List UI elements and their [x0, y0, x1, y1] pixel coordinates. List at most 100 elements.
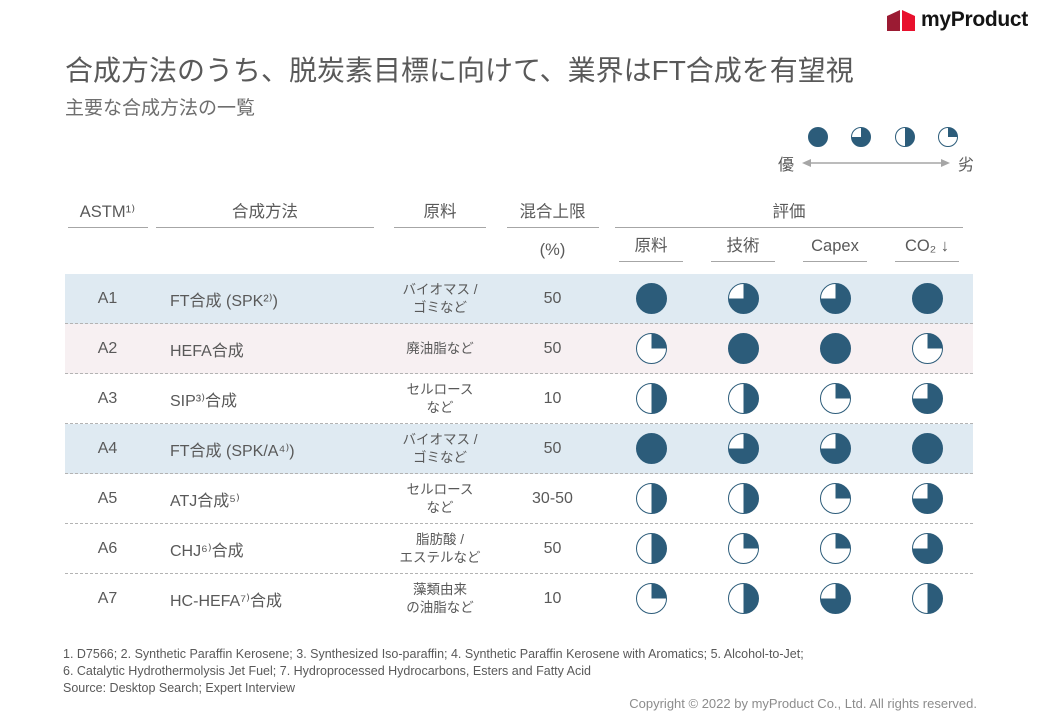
- logo: myProduct: [886, 8, 1028, 32]
- blend-limit-value: 50: [543, 339, 562, 357]
- page-title: 合成方法のうち、脱炭素目標に向けて、業界はFT合成を有望視: [65, 55, 854, 86]
- method-name: FT合成 (SPK/A⁴⁾): [170, 442, 295, 460]
- harvey-ball: [635, 583, 667, 614]
- harvey-ball-cell: [881, 583, 973, 614]
- method-name: SIP³⁾合成: [170, 392, 238, 410]
- harvey-ball: [635, 283, 667, 314]
- footnote-line: 1. D7566; 2. Synthetic Paraffin Kerosene…: [63, 647, 804, 661]
- harvey-ball-cell: [605, 283, 697, 314]
- rating-legend: 優 劣: [778, 127, 974, 175]
- astm-id: A4: [97, 439, 118, 457]
- harvey-ball-cell: [697, 433, 789, 464]
- method-name: CHJ⁶⁾合成: [170, 542, 244, 560]
- harvey-ball-cell: [697, 333, 789, 364]
- harvey-ball: [727, 283, 759, 314]
- table-row: A3 SIP³⁾合成 セルロース など 10: [65, 374, 973, 424]
- col-header-evaluation: 評価: [615, 198, 963, 228]
- harvey-ball-cell: [789, 433, 881, 464]
- page-subtitle: 主要な合成方法の一覧: [65, 97, 256, 119]
- harvey-ball-cell: [881, 283, 973, 314]
- col-header-feedstock: 原料: [394, 198, 486, 228]
- table-row: A5 ATJ合成⁵⁾ セルロース など 30-50: [65, 474, 973, 524]
- blend-limit-value: 50: [543, 439, 562, 457]
- logo-mark-icon: [886, 8, 916, 32]
- harvey-ball: [911, 383, 943, 414]
- harvey-ball-cell: [605, 533, 697, 564]
- harvey-ball-cell: [605, 333, 697, 364]
- harvey-ball: [727, 433, 759, 464]
- feedstock-value: セルロース など: [406, 381, 474, 415]
- harvey-ball-cell: [881, 433, 973, 464]
- blend-limit-value: 30-50: [532, 489, 573, 507]
- harvey-ball: [727, 383, 759, 414]
- table-row: A6 CHJ⁶⁾合成 脂肪酸 / エステルなど 50: [65, 524, 973, 574]
- footnote-line: 6. Catalytic Hydrothermolysis Jet Fuel; …: [63, 663, 591, 678]
- harvey-ball-cell: [789, 283, 881, 314]
- feedstock-value: バイオマス / ゴミなど: [402, 431, 478, 465]
- legend-best-label: 優: [777, 157, 794, 174]
- table-row: A2 HEFA合成 廃油脂など 50: [65, 324, 973, 374]
- harvey-ball-cell: [697, 283, 789, 314]
- col-header-method: 合成方法: [156, 198, 374, 228]
- eval-header-technology: 技術: [711, 232, 775, 262]
- feedstock-value: 藻類由来 の油脂など: [406, 581, 474, 615]
- method-name: HEFA合成: [170, 342, 244, 360]
- eval-header-co2: CO₂ ↓: [895, 237, 959, 262]
- harvey-ball: [911, 433, 943, 464]
- harvey-ball-cell: [881, 333, 973, 364]
- harvey-ball: [819, 383, 851, 414]
- harvey-ball-cell: [789, 333, 881, 364]
- harvey-ball-cell: [881, 483, 973, 514]
- legend-worst-label: 劣: [957, 157, 974, 174]
- copyright: Copyright © 2022 by myProduct Co., Ltd. …: [629, 696, 977, 711]
- blend-limit-value: 10: [543, 389, 562, 407]
- blend-limit-value: 50: [543, 289, 562, 307]
- source-line: Source: Desktop Search; Expert Interview: [63, 680, 296, 695]
- harvey-ball: [819, 333, 851, 364]
- harvey-ball-cell: [789, 533, 881, 564]
- table-row: A1 FT合成 (SPK²⁾) バイオマス / ゴミなど 50: [65, 274, 973, 324]
- synthesis-methods-table: ASTM¹⁾ 合成方法 原料 混合上限 評価 (%) 原料 技術 Capex C…: [65, 196, 973, 623]
- harvey-ball-cell: [605, 433, 697, 464]
- harvey-ball: [635, 333, 667, 364]
- harvey-ball: [911, 333, 943, 364]
- table-body: A1 FT合成 (SPK²⁾) バイオマス / ゴミなど 50 A2 HEFA合…: [65, 274, 973, 623]
- legend-arrow-icon: [801, 158, 951, 168]
- blend-limit-value: 10: [543, 589, 562, 607]
- harvey-ball-cell: [697, 583, 789, 614]
- harvey-ball: [911, 483, 943, 514]
- footnotes: 1. D7566; 2. Synthetic Paraffin Kerosene…: [63, 646, 804, 697]
- harvey-ball: [727, 533, 759, 564]
- harvey-ball: [851, 127, 872, 147]
- feedstock-value: セルロース など: [406, 481, 474, 515]
- logo-text: myProduct: [921, 8, 1028, 31]
- astm-id: A7: [97, 589, 118, 607]
- col-header-astm: ASTM¹⁾: [67, 202, 148, 228]
- astm-id: A2: [97, 339, 118, 357]
- harvey-ball-cell: [789, 383, 881, 414]
- astm-id: A1: [97, 289, 118, 307]
- harvey-ball-cell: [605, 583, 697, 614]
- legend-balls: [807, 127, 958, 147]
- harvey-ball: [819, 533, 851, 564]
- harvey-ball-cell: [881, 533, 973, 564]
- astm-id: A6: [97, 539, 118, 557]
- blend-limit-unit: (%): [539, 241, 566, 259]
- harvey-ball-cell: [697, 483, 789, 514]
- col-header-blend-limit: 混合上限: [506, 198, 599, 228]
- harvey-ball: [819, 283, 851, 314]
- method-name: FT合成 (SPK²⁾): [170, 292, 278, 310]
- method-name: HC-HEFA⁷⁾合成: [170, 592, 282, 610]
- harvey-ball: [635, 533, 667, 564]
- feedstock-value: バイオマス / ゴミなど: [402, 281, 478, 315]
- harvey-ball: [635, 433, 667, 464]
- harvey-ball: [819, 583, 851, 614]
- harvey-ball: [911, 533, 943, 564]
- astm-id: A3: [97, 389, 118, 407]
- harvey-ball: [727, 483, 759, 514]
- eval-header-capex: Capex: [803, 237, 867, 262]
- table-row: A4 FT合成 (SPK/A⁴⁾) バイオマス / ゴミなど 50: [65, 424, 973, 474]
- harvey-ball: [819, 483, 851, 514]
- feedstock-value: 廃油脂など: [406, 340, 474, 356]
- harvey-ball-cell: [697, 533, 789, 564]
